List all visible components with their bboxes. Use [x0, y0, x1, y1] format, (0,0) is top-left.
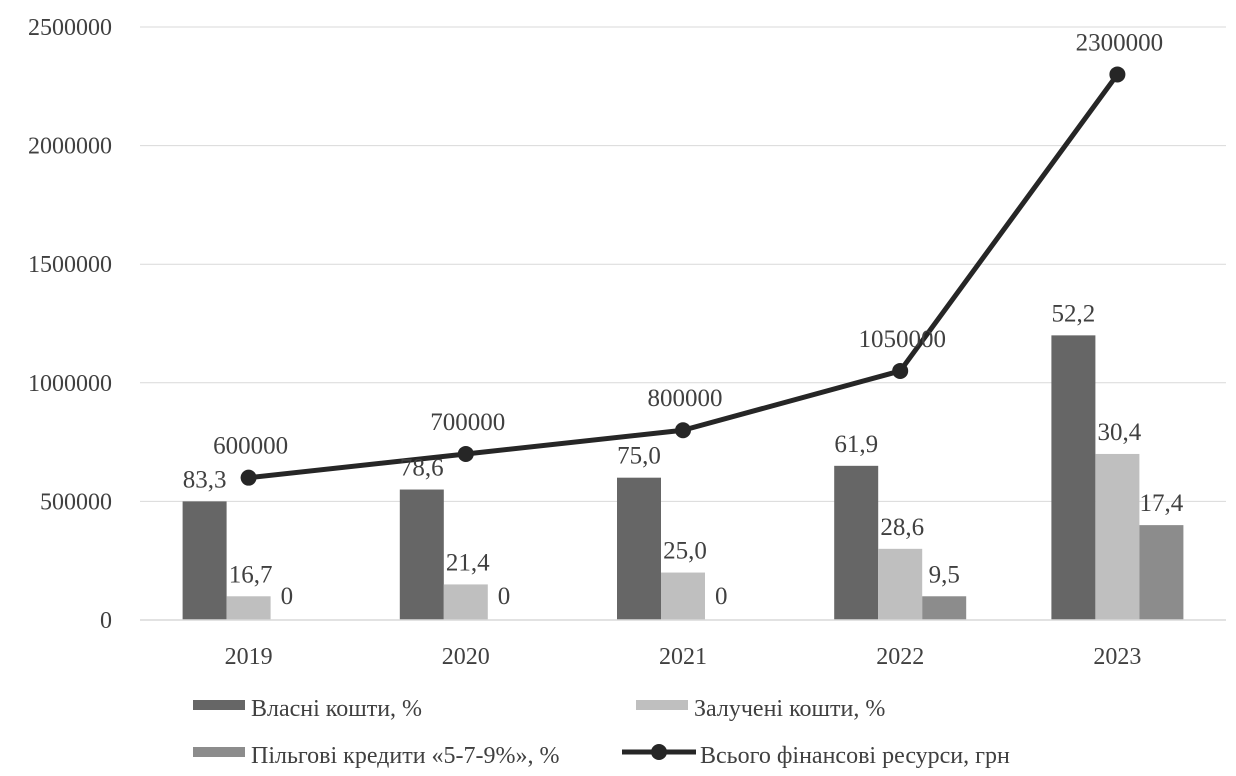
line-point	[675, 422, 691, 439]
bar	[443, 584, 488, 620]
legend-swatch	[636, 700, 688, 710]
x-axis-tick-labels: 2019 2020 2021 2022 2023	[225, 644, 1142, 670]
legend-swatch	[193, 747, 245, 757]
legend-label: Всього фінансові ресурси, грн	[700, 743, 1010, 769]
x-tick-label: 2022	[876, 644, 924, 670]
bar-data-label: 21,4	[446, 549, 490, 576]
series-line	[248, 72, 1120, 481]
legend-swatch	[193, 700, 245, 710]
bar-data-label: 61,9	[834, 431, 878, 458]
bar-data-label: 9,5	[929, 561, 960, 588]
y-tick-label: 500000	[40, 489, 112, 515]
bar	[617, 477, 661, 620]
y-tick-label: 2000000	[28, 134, 112, 160]
line-data-label: 800000	[648, 385, 723, 412]
legend-label: Власні кошти, %	[251, 696, 422, 722]
bar	[182, 501, 227, 620]
line-point	[457, 445, 474, 462]
line-point	[240, 469, 257, 486]
bar-data-label: 25,0	[663, 538, 707, 565]
x-tick-label: 2021	[659, 644, 707, 670]
bar	[834, 465, 879, 620]
bar	[399, 489, 444, 620]
bar-data-label: 28,6	[880, 514, 924, 541]
bar-data-label: 16,7	[229, 561, 273, 588]
bar-data-label: 52,2	[1052, 300, 1096, 327]
line-data-label: 2300000	[1076, 29, 1164, 56]
legend-label: Пільгові кредити «5-7-9%», %	[251, 743, 560, 769]
line-point	[1109, 66, 1126, 83]
x-tick-label: 2019	[225, 644, 273, 670]
bar	[878, 548, 923, 620]
y-tick-label: 0	[100, 608, 112, 634]
line-data-label: 700000	[430, 409, 505, 436]
bar	[922, 596, 967, 620]
bar-data-label: 83,3	[183, 466, 227, 493]
gridlines	[140, 26, 1226, 502]
bar-data-label: 30,4	[1098, 419, 1142, 446]
bar	[226, 596, 271, 620]
legend-label: Залучені кошти, %	[694, 696, 885, 722]
line-point	[892, 362, 909, 379]
bar	[1051, 335, 1096, 620]
legend: Власні кошти, % Залучені кошти, % Пільгові…	[193, 696, 1010, 769]
bar	[661, 572, 705, 620]
x-tick-label: 2020	[442, 644, 490, 670]
bars	[182, 335, 1184, 620]
y-axis-tick-labels: 0 500000 1000000 1500000 2000000 2500000	[28, 15, 112, 634]
x-tick-label: 2023	[1093, 644, 1141, 670]
y-tick-label: 1000000	[28, 371, 112, 397]
line-data-label: 600000	[213, 433, 288, 460]
data-labels: 600000 700000 800000 1050000 2300000 83,3 78,6…	[183, 29, 1184, 610]
legend-marker	[651, 744, 667, 760]
bar-data-label: 17,4	[1140, 490, 1184, 517]
bar-data-label: 78,6	[400, 455, 444, 482]
bar	[1095, 453, 1140, 620]
bar-data-label: 0	[715, 583, 728, 610]
bar-data-label: 75,0	[617, 443, 661, 470]
line-data-label: 1050000	[858, 326, 946, 353]
y-tick-label: 2500000	[28, 15, 112, 41]
bar	[1139, 525, 1184, 620]
bar-data-label: 0	[281, 583, 294, 610]
bar-data-label: 0	[498, 583, 511, 610]
total-line	[240, 66, 1126, 486]
y-tick-label: 1500000	[28, 252, 112, 278]
